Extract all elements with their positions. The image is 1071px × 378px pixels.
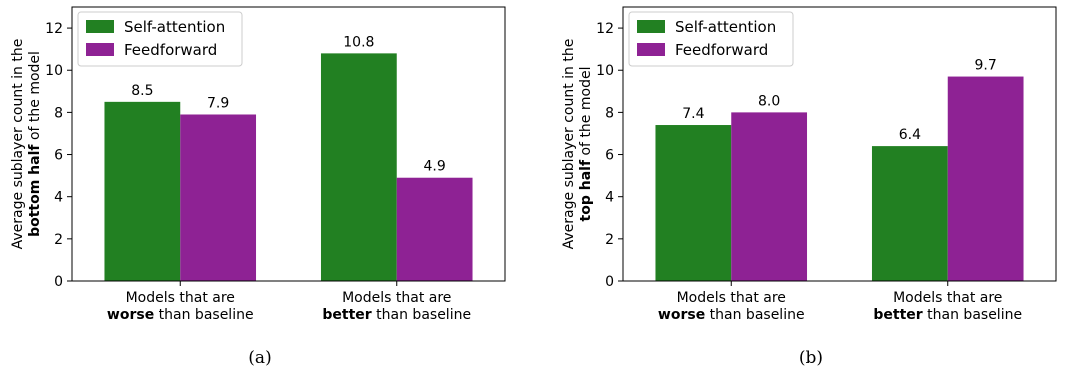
chart-panel-a: 8.5 10.8 7.9 4.9 0 2 4 6 8 10 12 Models that are wor… bbox=[0, 0, 520, 378]
y-axis-label-rest: of the model bbox=[578, 67, 594, 160]
legend-box bbox=[77, 11, 243, 67]
bar-feedforward-1 bbox=[180, 114, 257, 281]
x-tick-label-rest: than baseline bbox=[923, 307, 1022, 323]
chart-panel-b: 7.4 6.4 8.0 9.7 0 2 4 6 8 10 12 Models that are wors… bbox=[551, 0, 1071, 378]
legend-box bbox=[628, 11, 794, 67]
y-tick-label: 8 bbox=[54, 105, 63, 121]
bar-value-label: 10.8 bbox=[343, 34, 374, 50]
bar-value-label: 9.7 bbox=[975, 58, 997, 74]
y-tick-label: 2 bbox=[54, 232, 63, 248]
y-tick-label: 4 bbox=[605, 190, 614, 206]
y-tick-label: 12 bbox=[45, 21, 63, 37]
bar-value-label: 7.4 bbox=[682, 106, 704, 122]
x-tick-label-line2: worse than baseline bbox=[107, 307, 254, 323]
bar-feedforward-2 bbox=[396, 177, 473, 281]
y-axis-label-line1: Average sublayer count in the bbox=[561, 39, 577, 250]
x-tick-label-line2: better than baseline bbox=[322, 307, 471, 323]
bar-value-label: 8.0 bbox=[758, 93, 780, 109]
x-tick-label-line1: Models that are bbox=[126, 290, 235, 306]
y-axis-label-emphasis: top half bbox=[578, 159, 594, 221]
y-tick-label: 6 bbox=[605, 148, 614, 164]
x-tick-label-rest: than baseline bbox=[705, 307, 804, 323]
y-tick-label: 0 bbox=[54, 274, 63, 290]
plot-frame bbox=[71, 6, 506, 282]
plot-frame bbox=[622, 6, 1057, 282]
y-axis-label: Average sublayer count in the bottom half… bbox=[10, 39, 43, 250]
y-tick-label: 10 bbox=[596, 63, 614, 79]
y-axis-label-line2: bottom half of the model bbox=[27, 51, 43, 237]
y-tick-label: 6 bbox=[54, 148, 63, 164]
y-axis-label-line2: top half of the model bbox=[578, 67, 594, 222]
bar-value-label: 6.4 bbox=[899, 127, 921, 143]
panel-caption-b: (b) bbox=[798, 348, 824, 368]
bar-value-label: 4.9 bbox=[424, 159, 446, 175]
legend-swatch-feedforward bbox=[86, 43, 114, 56]
x-tick-label-rest: than baseline bbox=[154, 307, 253, 323]
bar-self-attention-1 bbox=[104, 101, 181, 281]
x-tick-label-rest: than baseline bbox=[372, 307, 471, 323]
legend-label: Feedforward bbox=[124, 41, 217, 59]
bar-feedforward-2 bbox=[947, 76, 1024, 281]
legend-swatch-self-attention bbox=[637, 20, 665, 33]
x-tick-label-line1: Models that are bbox=[677, 290, 786, 306]
y-tick-label: 4 bbox=[54, 190, 63, 206]
x-tick-label-line1: Models that are bbox=[342, 290, 451, 306]
legend-label: Self-attention bbox=[675, 18, 776, 36]
y-axis-label-line1: Average sublayer count in the bbox=[10, 39, 26, 250]
x-tick-label-emphasis: worse bbox=[107, 307, 154, 323]
y-tick-label: 8 bbox=[605, 105, 614, 121]
y-tick-label: 0 bbox=[605, 274, 614, 290]
y-axis-label-emphasis: bottom half bbox=[27, 144, 43, 237]
x-tick-label-emphasis: better bbox=[873, 307, 922, 323]
legend-swatch-feedforward bbox=[637, 43, 665, 56]
x-tick-label-emphasis: better bbox=[322, 307, 371, 323]
legend-label: Self-attention bbox=[124, 18, 225, 36]
x-tick-label-line2: worse than baseline bbox=[658, 307, 805, 323]
bar-self-attention-2 bbox=[320, 53, 397, 281]
bar-feedforward-1 bbox=[731, 112, 808, 281]
panel-caption-a: (a) bbox=[248, 348, 272, 368]
x-tick-label-emphasis: worse bbox=[658, 307, 705, 323]
x-tick-label-line2: better than baseline bbox=[873, 307, 1022, 323]
y-tick-label: 10 bbox=[45, 63, 63, 79]
legend-swatch-self-attention bbox=[86, 20, 114, 33]
legend-label: Feedforward bbox=[675, 41, 768, 59]
y-tick-label: 2 bbox=[605, 232, 614, 248]
x-tick-label-line1: Models that are bbox=[893, 290, 1002, 306]
bar-self-attention-2 bbox=[871, 146, 948, 281]
y-axis-label: Average sublayer count in the top half of… bbox=[561, 39, 594, 250]
bar-value-label: 7.9 bbox=[207, 95, 229, 111]
y-tick-label: 12 bbox=[596, 21, 614, 37]
y-axis-label-rest: of the model bbox=[27, 51, 43, 144]
bar-self-attention-1 bbox=[655, 125, 732, 282]
bar-value-label: 8.5 bbox=[131, 83, 153, 99]
